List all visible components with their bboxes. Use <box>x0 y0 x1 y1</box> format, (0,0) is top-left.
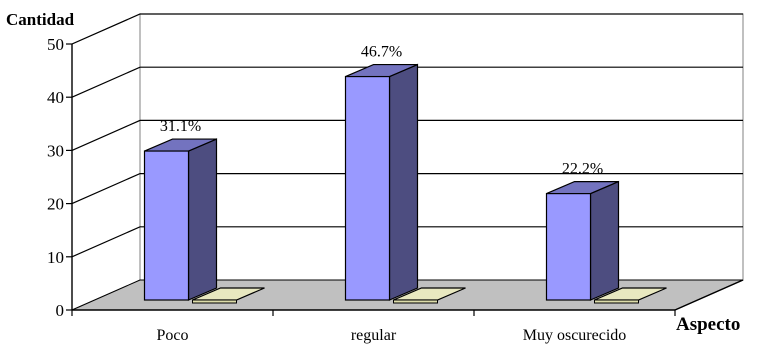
category-label: Muy oscurecido <box>523 327 627 344</box>
data-label: 46.7% <box>361 44 402 61</box>
bar-flat-front <box>393 299 438 304</box>
bar-side <box>187 138 218 301</box>
bar <box>344 63 419 301</box>
bar-side <box>388 63 419 301</box>
y-tick-label: 30 <box>47 141 64 160</box>
gridline <box>71 226 743 258</box>
data-label: 31.1% <box>160 118 201 135</box>
y-tick-label: 50 <box>47 35 64 54</box>
bar-flat <box>594 287 667 304</box>
back-wall <box>139 13 744 281</box>
category-label: Poco <box>157 327 189 344</box>
bar-front <box>545 193 592 301</box>
x-axis-title: Aspecto <box>676 314 740 335</box>
y-tick-label: 0 <box>56 301 65 320</box>
y-tick-label: 40 <box>47 88 64 107</box>
side-wall <box>71 13 141 311</box>
y-tick-label: 10 <box>47 248 64 267</box>
category-label: regular <box>351 327 397 344</box>
bar <box>545 180 620 301</box>
gridline <box>71 119 743 151</box>
axes <box>66 43 744 316</box>
bars <box>143 63 667 304</box>
bar-flat-front <box>192 299 237 304</box>
floor-edge <box>674 279 744 311</box>
bar-side <box>589 180 620 301</box>
gridlines <box>71 13 743 258</box>
bar-flat <box>393 287 466 304</box>
y-tick-label: 20 <box>47 195 64 214</box>
gridline <box>71 66 743 98</box>
data-label: 22.2% <box>562 161 603 178</box>
gridline <box>71 13 743 45</box>
bar <box>143 138 218 301</box>
y-axis-title: Cantidad <box>6 10 75 29</box>
bar-flat <box>192 287 265 304</box>
bar-front <box>344 75 391 301</box>
bar-front <box>143 150 190 301</box>
labels: 31.1% Poco 46.7% regular 22.2% Muy oscurecido… <box>47 35 626 344</box>
gridline <box>71 173 743 205</box>
bar-flat-front <box>594 299 639 304</box>
